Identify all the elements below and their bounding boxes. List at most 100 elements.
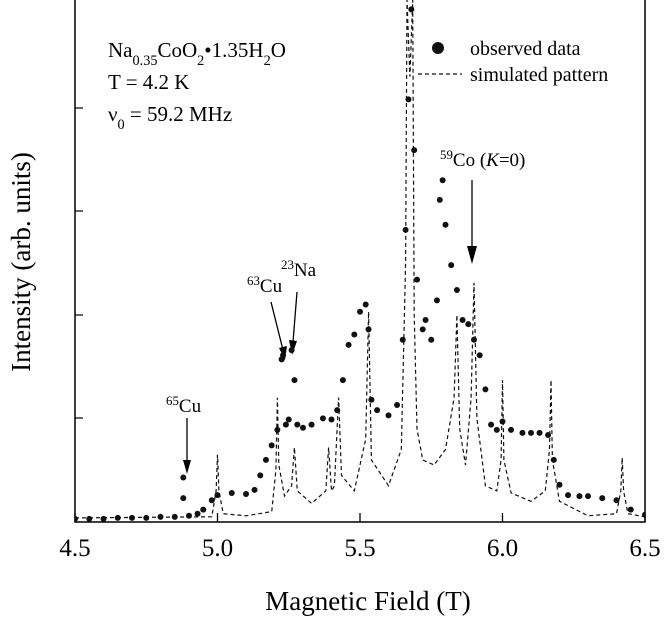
text-part: 2 — [264, 53, 271, 69]
text-part: •1.35H — [204, 38, 263, 62]
data-point — [86, 515, 93, 522]
data-point — [268, 442, 275, 449]
data-point — [288, 347, 295, 354]
annotation-arrows — [183, 180, 477, 474]
data-point — [411, 147, 418, 154]
data-point — [422, 317, 429, 324]
data-point — [351, 331, 358, 338]
data-point — [274, 426, 281, 433]
data-point — [291, 377, 298, 384]
sample-info: T = 4.2 K — [108, 70, 189, 94]
sample-info: ν0 = 59.2 MHz — [108, 102, 232, 133]
data-point — [599, 495, 606, 502]
data-point — [294, 421, 301, 428]
x-tick-label: 6.5 — [629, 535, 660, 562]
data-point — [180, 474, 187, 481]
text-part: O — [271, 38, 286, 62]
data-point — [319, 415, 326, 422]
data-point — [362, 301, 369, 308]
x-tick-label: 6.0 — [487, 535, 518, 562]
text-part: 2 — [197, 53, 204, 69]
data-point — [257, 472, 264, 479]
data-point — [613, 497, 620, 504]
data-point — [408, 6, 415, 13]
data-point — [550, 456, 557, 463]
plot-area — [75, 0, 645, 522]
text-part: K — [485, 150, 500, 171]
data-point — [453, 287, 460, 293]
data-point — [186, 512, 192, 519]
data-point — [100, 515, 107, 522]
text-part: 23 — [281, 257, 294, 272]
data-point — [385, 412, 392, 419]
data-point — [493, 426, 500, 433]
data-point — [180, 495, 187, 502]
data-point — [285, 416, 292, 423]
data-point — [433, 297, 440, 304]
y-axis-label: Intensity (arb. units) — [6, 152, 36, 372]
data-point — [576, 493, 583, 500]
legend-marker — [432, 42, 444, 54]
data-point — [328, 416, 335, 423]
data-point — [399, 336, 406, 343]
data-point — [357, 308, 363, 315]
data-point — [208, 497, 215, 504]
data-point — [262, 456, 269, 463]
legend-label: observed data — [470, 38, 581, 60]
data-point — [565, 492, 572, 499]
data-point — [471, 336, 477, 343]
data-point — [394, 401, 401, 408]
x-tick-label: 5.0 — [202, 535, 233, 562]
text-part: 59 — [440, 147, 453, 162]
annotation: 23Na — [281, 257, 317, 282]
data-point — [448, 262, 455, 269]
data-point — [414, 276, 420, 283]
x-tick-label: 4.5 — [59, 535, 90, 562]
text-part: T = 4.2 K — [108, 70, 189, 94]
data-point — [419, 326, 426, 333]
text-part: ν — [108, 102, 118, 126]
data-point — [476, 352, 483, 359]
x-tick-label: 5.5 — [344, 535, 375, 562]
data-point — [585, 493, 591, 500]
data-point — [627, 506, 634, 513]
data-point — [300, 424, 306, 431]
data-point — [200, 506, 207, 513]
data-point — [308, 421, 315, 428]
text-part: 0 — [118, 117, 125, 133]
data-point — [536, 429, 543, 436]
simulated-line — [75, 0, 645, 519]
data-point — [488, 421, 495, 428]
data-point — [194, 510, 201, 517]
annotation: 65Cu — [166, 393, 202, 418]
data-point — [436, 196, 443, 203]
text-part: 63 — [247, 273, 260, 288]
data-point — [499, 418, 506, 425]
x-axis-label: Magnetic Field (T) — [265, 586, 470, 616]
data-point — [339, 377, 346, 384]
data-point — [442, 221, 449, 228]
data-point — [556, 481, 563, 488]
text-part: Cu — [260, 276, 283, 297]
text-part: 0.35 — [133, 53, 158, 69]
data-point — [459, 317, 466, 324]
data-point — [439, 177, 446, 184]
text-part: Na — [108, 38, 133, 62]
data-point — [374, 407, 381, 414]
data-point — [519, 429, 526, 436]
data-point — [428, 336, 435, 343]
text-part: Na — [294, 260, 317, 281]
text-part: Cu — [179, 396, 202, 417]
y-axis-ticks — [75, 107, 83, 419]
data-point — [508, 426, 515, 433]
data-point — [345, 341, 352, 348]
data-point — [482, 386, 489, 393]
data-point — [528, 429, 534, 436]
data-point — [465, 321, 472, 328]
data-point — [368, 396, 375, 403]
text-part: Co ( — [453, 150, 486, 171]
text-part: 65 — [166, 393, 179, 408]
data-point — [251, 486, 258, 493]
data-point — [75, 515, 78, 522]
